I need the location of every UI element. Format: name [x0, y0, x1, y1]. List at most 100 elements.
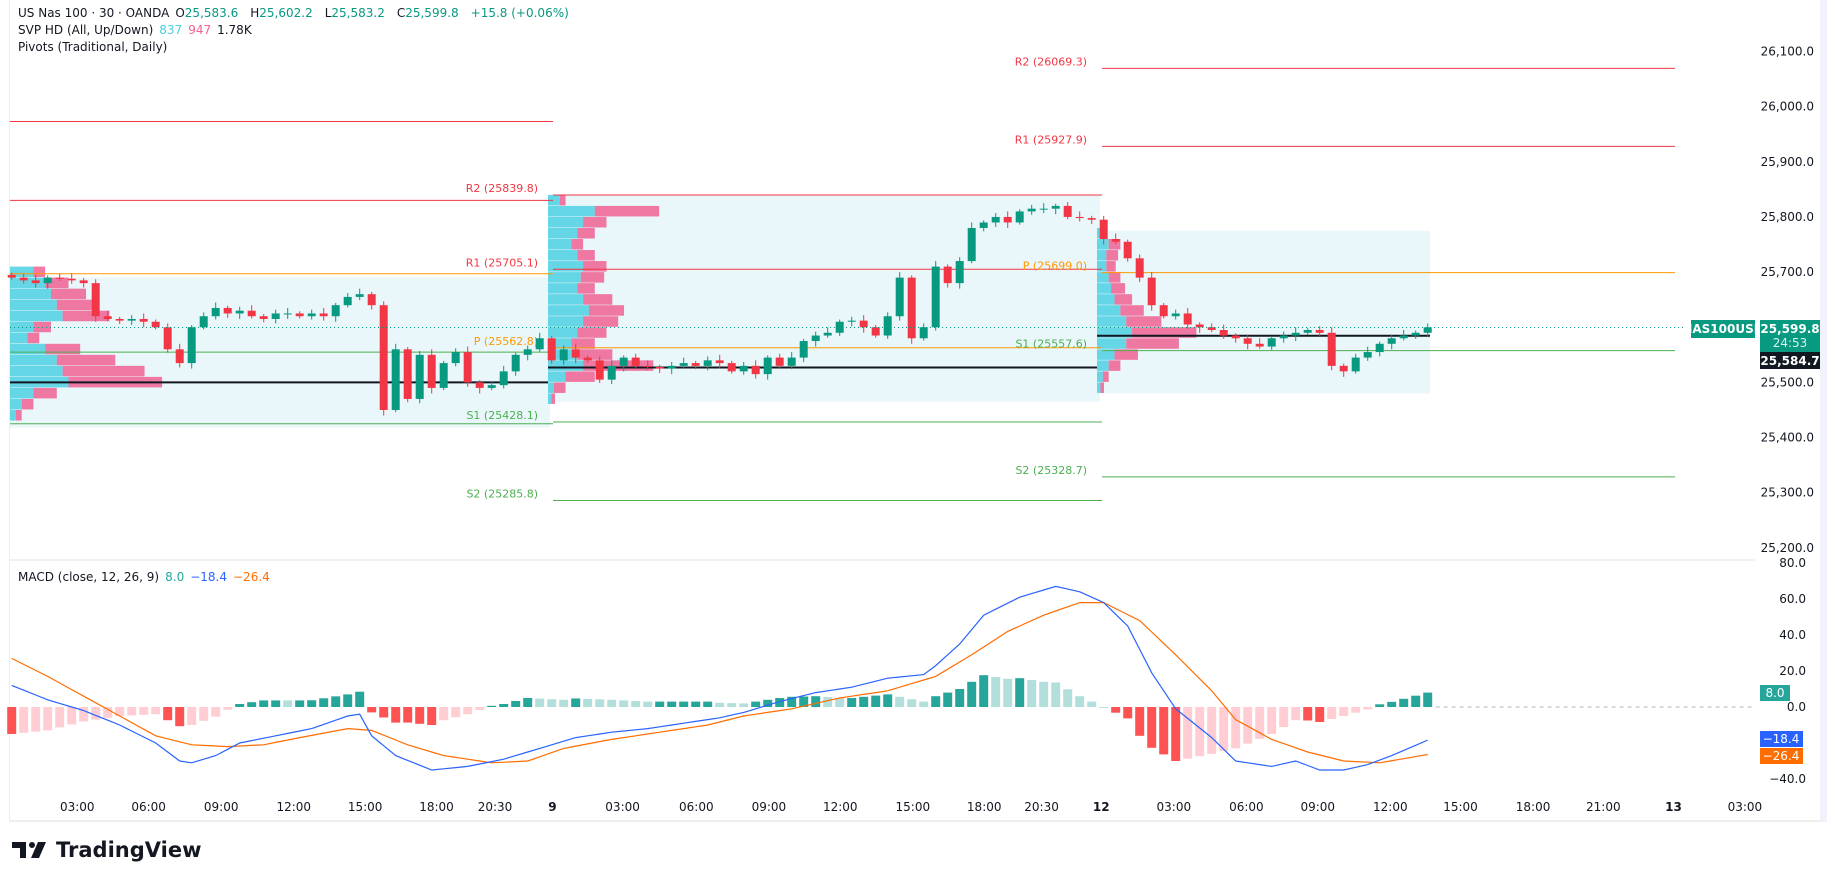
macd-histogram-bar [1219, 707, 1229, 752]
candle-up [787, 357, 796, 366]
ohlc-high: H25,602.2 [250, 6, 318, 20]
time-tick-label: 03:00 [1728, 800, 1763, 814]
candle-up [1351, 357, 1360, 372]
candle-down [727, 363, 736, 372]
candle-down [31, 280, 40, 284]
price-tick-label: 25,700.0 [1761, 265, 1814, 279]
candle-down [1147, 277, 1156, 306]
macd-histogram-bar [1015, 678, 1025, 707]
volume-profile-up-bar [548, 327, 578, 338]
candle-down [595, 360, 604, 380]
candle-up [955, 261, 964, 284]
poc-price-tag [1760, 352, 1820, 369]
macd-legend[interactable]: MACD (close, 12, 26, 9) 8.0 −18.4 −26.4 [18, 570, 276, 584]
svp-legend[interactable]: SVP HD (All, Up/Down) 837 947 1.78K [18, 23, 258, 37]
candle-up [1363, 352, 1372, 358]
candle-up [1279, 335, 1288, 339]
macd-histogram-bar [451, 707, 461, 718]
volume-profile-up-bar [1097, 349, 1115, 360]
candle-down [115, 318, 124, 321]
candle-up [703, 360, 712, 366]
volume-profile-down-bar [594, 205, 660, 217]
candle-down [1075, 216, 1084, 219]
macd-signal-line [11, 601, 1428, 764]
macd-histogram-bar [259, 700, 269, 707]
high-value: 25,602.2 [259, 6, 313, 20]
volume-profile-down-bar [45, 277, 69, 289]
volume-profile-up-bar [10, 321, 34, 333]
macd-histogram-bar [331, 696, 341, 707]
macd-histogram-bar [1099, 707, 1109, 708]
macd-histogram-bar [247, 702, 257, 707]
macd-histogram-bar [67, 707, 77, 725]
volume-profile-down-bar [577, 349, 613, 360]
macd-histogram-bar [871, 695, 881, 707]
macd-histogram-bar [391, 707, 401, 723]
time-axis[interactable]: 03:00 06:00 09:00 12:00 15:00 18:00 20:30 9 03:0… [60, 800, 1762, 814]
candle-up [967, 227, 976, 262]
tradingview-logo[interactable]: TradingView [12, 838, 201, 862]
macd-histogram-bar [979, 675, 989, 707]
symbol-legend[interactable]: US Nas 100 · 30 · OANDA O25,583.6 H25,602.… [18, 6, 575, 20]
macd-hist-value: 8.0 [165, 570, 185, 584]
macd-histogram-bar [1051, 682, 1061, 707]
svp-down-volume: 947 [188, 23, 212, 37]
close-label: C [396, 6, 406, 20]
candle-down [1327, 332, 1336, 366]
candle-down [655, 366, 664, 369]
candle-up [43, 277, 52, 284]
signal-line-tag [1760, 748, 1803, 764]
pivots-legend[interactable]: Pivots (Traditional, Daily) [18, 40, 173, 54]
pivots-title: Pivots (Traditional, Daily) [18, 40, 168, 54]
candle-down [1003, 216, 1012, 223]
volume-profile-down-bar [56, 354, 116, 366]
candle-down [7, 274, 16, 278]
price-tick-label: 25,800.0 [1761, 210, 1814, 224]
volume-profile-up-bar [548, 283, 578, 294]
candle-down [1183, 313, 1192, 325]
pivot-label: R1 (25705.1) [466, 256, 538, 269]
macd-histogram-bar [991, 677, 1001, 707]
candle-down [151, 321, 160, 328]
candle-up [1171, 313, 1180, 317]
volume-profile-down-bar [1108, 239, 1121, 250]
symbol-tag [1691, 320, 1755, 338]
volume-profile-up-bar [548, 239, 572, 250]
macd-histogram-bar [31, 707, 41, 732]
candle-up [391, 349, 400, 410]
macd-histogram-bar [1171, 707, 1181, 761]
open-value: 25,583.6 [184, 6, 239, 20]
macd-histogram-bar [1351, 707, 1361, 713]
candle-up [667, 365, 676, 369]
volume-profile-down-bar [571, 239, 584, 250]
macd-axis[interactable]: 80.0 60.0 40.0 20.0 0.0 −40.0 [1769, 556, 1806, 786]
volume-profile-down-bar [1126, 338, 1179, 349]
macd-histogram-bar [427, 707, 437, 725]
time-tick-label: 20:30 [1024, 800, 1059, 814]
time-tick-label: 12:00 [1373, 800, 1408, 814]
volume-profile-up-bar [1097, 261, 1107, 272]
volume-profile-up-bar [1097, 360, 1109, 371]
macd-tick-label: −40.0 [1769, 772, 1806, 786]
macd-histogram-bar [1207, 707, 1217, 754]
macd-histogram-bar [271, 700, 281, 707]
candle-down [163, 327, 172, 350]
time-tick-label: 03:00 [60, 800, 95, 814]
macd-histogram-bar [1075, 696, 1085, 707]
time-tick-label: 12:00 [276, 800, 311, 814]
open-label: O [175, 6, 185, 20]
macd-histogram-bar [523, 698, 533, 707]
macd-histogram-bar [115, 707, 125, 716]
price-axis[interactable]: 26,100.0 26,000.0 25,900.0 25,800.0 25,700.0… [1761, 45, 1814, 555]
volume-profile-down-bar [580, 272, 605, 283]
candle-down [55, 277, 64, 279]
candle-up [799, 341, 808, 358]
macd-histogram-bar [19, 707, 29, 733]
candle-down [775, 357, 784, 366]
candle-down [103, 316, 112, 319]
volume-profile-down-bar [577, 250, 595, 261]
volume-profile-up-bar [10, 354, 57, 366]
ohlc-close: C25,599.8 [397, 6, 465, 20]
price-tick-label: 25,500.0 [1761, 375, 1814, 389]
